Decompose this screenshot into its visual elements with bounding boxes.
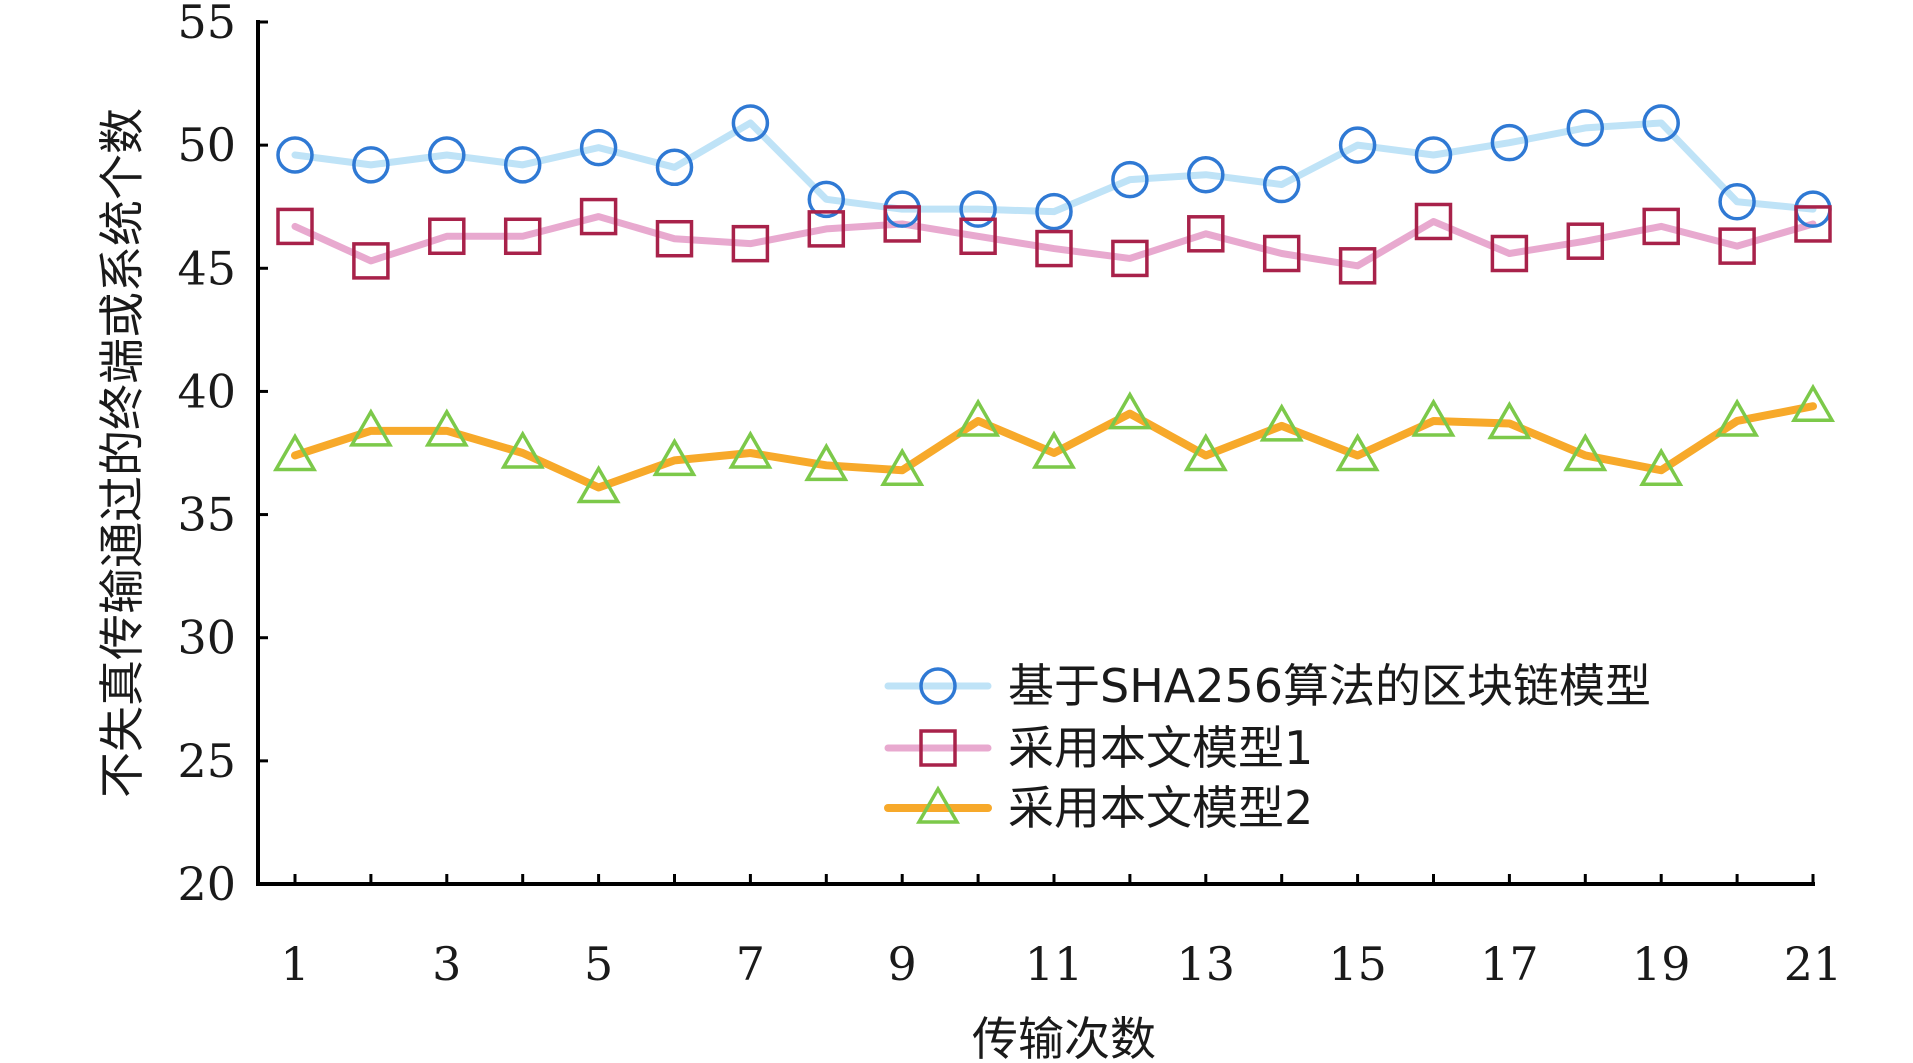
series-line-1 xyxy=(291,119,1817,216)
series-3-point xyxy=(728,430,773,469)
series-3-point xyxy=(1639,447,1684,486)
series-1-point xyxy=(1187,155,1225,194)
x-tick-label: 19 xyxy=(1632,937,1691,991)
series-3-point xyxy=(424,408,469,447)
series-3-point xyxy=(1487,400,1532,440)
series-2-point xyxy=(883,205,921,243)
series-3-point xyxy=(576,464,621,504)
series-1-point xyxy=(579,128,618,167)
series-2-point xyxy=(1566,222,1605,260)
x-tick-label: 3 xyxy=(432,937,461,991)
series-2-point xyxy=(655,219,694,258)
series-2-point xyxy=(1718,227,1756,265)
series-1-point xyxy=(1414,136,1453,174)
x-tick-label: 5 xyxy=(584,937,613,991)
x-tick-label: 1 xyxy=(280,937,309,991)
series-2-point xyxy=(1111,239,1149,278)
series-1-point xyxy=(1566,109,1605,147)
legend-marker-1 xyxy=(919,667,957,705)
y-tick-label: 40 xyxy=(177,364,236,418)
series-1-point xyxy=(503,146,542,184)
y-tick-label: 55 xyxy=(177,0,236,49)
series-2-point xyxy=(807,210,846,248)
series-2-point xyxy=(731,224,770,263)
y-tick-label: 35 xyxy=(177,488,236,542)
series-2-point xyxy=(1642,207,1680,246)
series-3-point xyxy=(1563,432,1608,472)
series-1-point xyxy=(807,180,846,219)
series-line-3 xyxy=(291,402,1817,492)
x-axis-title: 传输次数 xyxy=(972,1012,1156,1063)
series-lines xyxy=(291,119,1817,492)
series-2-point xyxy=(1262,234,1301,273)
legend-label-1: 基于SHA256算法的区块链模型 xyxy=(1008,659,1651,713)
series-3-point xyxy=(1335,432,1380,472)
x-tick-label: 17 xyxy=(1480,937,1539,991)
series-2-point xyxy=(1035,229,1073,268)
series-3-point xyxy=(1715,398,1760,437)
series-3-point xyxy=(1107,391,1152,430)
x-tick-label: 15 xyxy=(1328,937,1387,991)
series-1-point xyxy=(1718,183,1756,221)
legend-marker-2 xyxy=(919,729,957,767)
series-3-point xyxy=(956,398,1001,437)
series-2-point xyxy=(1414,202,1453,241)
series-3-point xyxy=(500,430,545,469)
x-tick-label: 21 xyxy=(1784,937,1843,991)
series-1-point xyxy=(1338,126,1377,164)
series-1-point xyxy=(352,146,390,184)
series-1-point xyxy=(1642,104,1680,142)
series-2-point xyxy=(352,242,390,280)
series-1-point xyxy=(655,148,694,187)
series-3-point xyxy=(1183,432,1228,472)
series-1-point xyxy=(1262,165,1301,204)
x-tick-label: 9 xyxy=(888,937,917,991)
series-2-point xyxy=(1794,205,1832,243)
series-3-point xyxy=(652,437,697,477)
series-3-point xyxy=(272,432,318,472)
series-1-point xyxy=(1490,123,1529,162)
series-2-point xyxy=(428,217,466,256)
y-tick-label: 30 xyxy=(177,611,236,665)
legend-label-3: 采用本文模型2 xyxy=(1008,781,1313,835)
series-1-point xyxy=(428,136,466,174)
y-tick-label: 50 xyxy=(177,118,236,172)
series-2-point xyxy=(579,197,618,236)
series-2-point xyxy=(1490,234,1529,273)
series-2-point xyxy=(1187,215,1225,253)
series-1-point xyxy=(959,190,997,228)
y-tick-label: 45 xyxy=(177,241,236,295)
series-2-point xyxy=(959,217,997,256)
legend-marker-3 xyxy=(915,785,961,824)
series-3-point xyxy=(348,408,393,447)
series-3-point xyxy=(1790,383,1836,422)
x-tick-label: 7 xyxy=(736,937,765,991)
series-3-point xyxy=(880,447,925,486)
series-1-point xyxy=(731,104,770,142)
series-2-point xyxy=(276,207,314,246)
series-markers xyxy=(272,104,1836,504)
series-2-point xyxy=(503,217,542,256)
x-tick-label: 11 xyxy=(1025,937,1084,991)
x-tick-label: 13 xyxy=(1177,937,1236,991)
y-tick-label: 20 xyxy=(177,857,236,911)
legend-label-2: 采用本文模型1 xyxy=(1008,721,1313,775)
series-3-point xyxy=(1411,398,1456,437)
series-3-point xyxy=(1259,403,1304,442)
y-axis-title: 不失真传输通过的终端或系统个数 xyxy=(95,108,149,798)
series-3-point xyxy=(1031,430,1077,469)
series-1-point xyxy=(1035,192,1073,231)
y-tick-label: 25 xyxy=(177,734,236,788)
series-1-point xyxy=(1111,160,1149,199)
series-2-point xyxy=(1338,247,1377,285)
series-3-point xyxy=(804,442,849,482)
series-1-point xyxy=(276,136,314,174)
series-line-2 xyxy=(291,213,1817,270)
